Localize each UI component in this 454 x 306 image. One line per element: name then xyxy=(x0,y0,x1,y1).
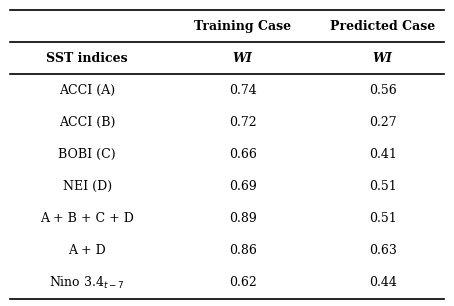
Text: A + B + C + D: A + B + C + D xyxy=(40,212,134,225)
Text: BOBI (C): BOBI (C) xyxy=(58,148,116,161)
Text: 0.44: 0.44 xyxy=(369,276,397,289)
Text: NEI (D): NEI (D) xyxy=(63,180,112,193)
Text: WI: WI xyxy=(233,52,253,65)
Text: SST indices: SST indices xyxy=(46,52,128,65)
Text: 0.27: 0.27 xyxy=(369,116,396,129)
Text: Training Case: Training Case xyxy=(194,20,291,33)
Text: 0.69: 0.69 xyxy=(229,180,257,193)
Text: WI: WI xyxy=(373,52,393,65)
Text: 0.74: 0.74 xyxy=(229,84,257,97)
Text: 0.66: 0.66 xyxy=(229,148,257,161)
Text: 0.56: 0.56 xyxy=(369,84,396,97)
Text: 0.72: 0.72 xyxy=(229,116,257,129)
Text: 0.63: 0.63 xyxy=(369,244,397,257)
Text: 0.62: 0.62 xyxy=(229,276,257,289)
Text: 0.51: 0.51 xyxy=(369,180,396,193)
Text: 0.41: 0.41 xyxy=(369,148,397,161)
Text: 0.89: 0.89 xyxy=(229,212,257,225)
Text: A + D: A + D xyxy=(68,244,106,257)
Text: 0.51: 0.51 xyxy=(369,212,396,225)
Text: ACCI (B): ACCI (B) xyxy=(59,116,115,129)
Text: Predicted Case: Predicted Case xyxy=(330,20,435,33)
Text: ACCI (A): ACCI (A) xyxy=(59,84,115,97)
Text: Nino 3.4$_{t-7}$: Nino 3.4$_{t-7}$ xyxy=(49,274,125,291)
Text: 0.86: 0.86 xyxy=(229,244,257,257)
